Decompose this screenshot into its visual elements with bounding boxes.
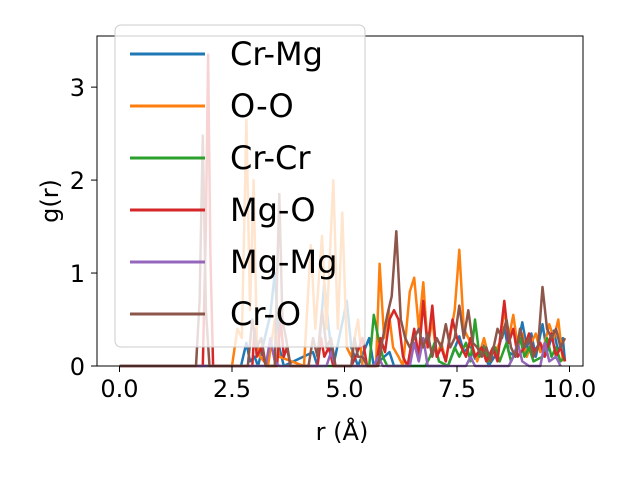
x-tick-label: 2.5 xyxy=(213,375,251,403)
legend: Cr-Mg O-O Cr-Cr Mg-O Mg-Mg Cr-O xyxy=(114,24,366,348)
legend-label-cr-cr: Cr-Cr xyxy=(230,139,311,177)
x-tick-label: 7.5 xyxy=(438,375,476,403)
y-tick-label: 0 xyxy=(70,353,85,381)
y-axis-label: g(r) xyxy=(36,179,64,223)
x-axis-ticks: 0.0 2.5 5.0 7.5 10.0 xyxy=(100,366,596,403)
y-tick-label: 1 xyxy=(70,260,85,288)
x-tick-label: 10.0 xyxy=(543,375,596,403)
legend-label-o-o: O-O xyxy=(230,87,294,125)
legend-label-mg-mg: Mg-Mg xyxy=(230,243,337,281)
x-tick-label: 0.0 xyxy=(100,375,138,403)
legend-label-cr-o: Cr-O xyxy=(230,295,301,333)
y-tick-label: 3 xyxy=(70,74,85,102)
x-tick-label: 5.0 xyxy=(325,375,363,403)
y-axis-ticks: 0 1 2 3 xyxy=(70,74,97,381)
legend-label-cr-mg: Cr-Mg xyxy=(230,35,323,73)
legend-label-mg-o: Mg-O xyxy=(230,191,316,229)
x-axis-label: r (Å) xyxy=(316,417,369,446)
y-tick-label: 2 xyxy=(70,167,85,195)
